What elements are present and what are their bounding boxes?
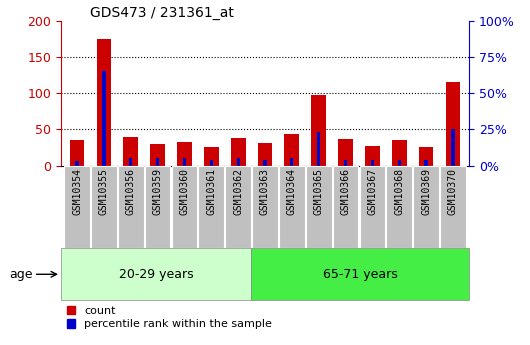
Bar (371, 160, 374, 166)
Text: 20-29 years: 20-29 years (119, 268, 193, 281)
Text: GSM10356: GSM10356 (126, 168, 136, 215)
Bar (290, 158, 294, 166)
Text: GSM10364: GSM10364 (287, 168, 297, 215)
FancyBboxPatch shape (198, 166, 224, 248)
Text: GSM10362: GSM10362 (233, 168, 243, 215)
Bar (452, 129, 455, 166)
Bar (258, 143, 272, 166)
Text: GSM10366: GSM10366 (341, 168, 350, 215)
FancyBboxPatch shape (172, 166, 197, 248)
Bar (123, 137, 138, 166)
Bar (75, 161, 78, 166)
FancyBboxPatch shape (118, 166, 144, 248)
Text: GSM10360: GSM10360 (180, 168, 189, 215)
Bar (392, 139, 407, 166)
FancyBboxPatch shape (413, 166, 439, 248)
FancyBboxPatch shape (333, 166, 358, 248)
Bar (204, 147, 219, 166)
Bar (446, 82, 461, 166)
FancyBboxPatch shape (279, 166, 305, 248)
Bar (102, 71, 105, 166)
Text: age: age (9, 268, 32, 281)
FancyBboxPatch shape (61, 248, 251, 300)
FancyBboxPatch shape (306, 166, 332, 248)
FancyBboxPatch shape (91, 166, 117, 248)
Bar (183, 158, 186, 166)
Text: GSM10361: GSM10361 (206, 168, 216, 215)
Text: GSM10369: GSM10369 (421, 168, 431, 215)
Text: GSM10370: GSM10370 (448, 168, 458, 215)
Bar (236, 158, 240, 166)
Bar (96, 39, 111, 166)
Bar (150, 144, 165, 166)
Bar (156, 158, 159, 166)
Bar (398, 160, 401, 166)
FancyBboxPatch shape (440, 166, 466, 248)
Text: GSM10355: GSM10355 (99, 168, 109, 215)
Bar (419, 148, 434, 166)
Bar (285, 134, 299, 166)
FancyBboxPatch shape (386, 166, 412, 248)
FancyBboxPatch shape (145, 166, 171, 248)
FancyBboxPatch shape (252, 166, 278, 248)
Bar (231, 138, 245, 166)
Text: GSM10368: GSM10368 (394, 168, 404, 215)
Bar (311, 95, 326, 166)
Bar (177, 142, 192, 166)
Text: GSM10367: GSM10367 (367, 168, 377, 215)
Bar (210, 160, 213, 166)
Legend: count, percentile rank within the sample: count, percentile rank within the sample (66, 306, 272, 329)
Text: GSM10359: GSM10359 (153, 168, 163, 215)
Bar (317, 132, 320, 166)
Bar (365, 146, 380, 166)
FancyBboxPatch shape (359, 166, 385, 248)
Bar (129, 158, 132, 166)
Bar (344, 160, 347, 166)
Text: GSM10363: GSM10363 (260, 168, 270, 215)
Bar (425, 160, 428, 166)
FancyBboxPatch shape (64, 166, 90, 248)
FancyBboxPatch shape (225, 166, 251, 248)
Text: GSM10354: GSM10354 (72, 168, 82, 215)
Bar (263, 160, 267, 166)
Text: 65-71 years: 65-71 years (323, 268, 398, 281)
Bar (338, 139, 353, 166)
Text: GDS473 / 231361_at: GDS473 / 231361_at (90, 6, 233, 20)
Text: GSM10365: GSM10365 (314, 168, 324, 215)
Bar (69, 140, 84, 166)
FancyBboxPatch shape (251, 248, 469, 300)
